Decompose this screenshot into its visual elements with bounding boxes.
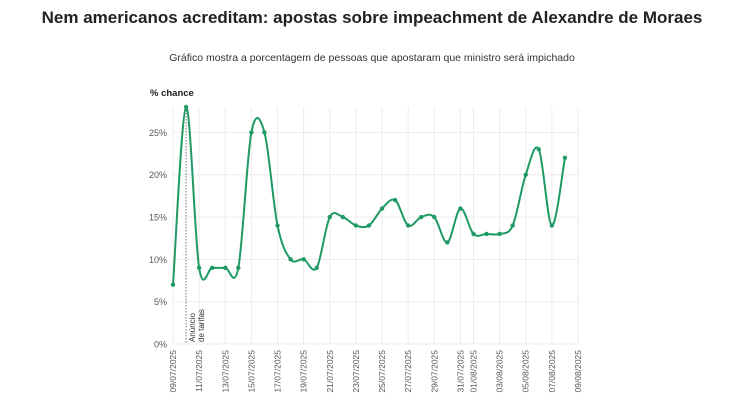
data-point: [262, 130, 267, 135]
x-tick-label: 07/08/2025: [547, 350, 557, 393]
data-point: [445, 240, 450, 245]
data-point: [432, 214, 437, 220]
data-point: [379, 206, 385, 211]
data-point: [419, 214, 424, 220]
data-point: [183, 104, 189, 110]
chart-subtitle: Gráfico mostra a porcentagem de pessoas …: [169, 52, 575, 64]
x-tick-label: 09/07/2025: [168, 350, 178, 393]
y-axis-label: % chance: [150, 88, 194, 99]
data-point: [471, 231, 476, 237]
data-point: [327, 214, 332, 220]
y-tick-label: 5%: [154, 297, 167, 307]
x-tick-label: 11/07/2025: [194, 350, 204, 392]
data-point: [510, 223, 515, 228]
y-tick-label: 10%: [149, 255, 167, 265]
data-point: [392, 197, 398, 203]
y-tick-label: 25%: [149, 128, 167, 138]
annotation-label: Anúncio: [188, 313, 197, 342]
x-tick-label: 31/07/2025: [455, 350, 465, 393]
x-tick-label: 03/08/2025: [495, 350, 505, 393]
data-point: [366, 223, 372, 228]
data-point: [223, 265, 228, 271]
data-point: [497, 231, 502, 237]
data-point: [314, 265, 319, 271]
data-point: [209, 265, 215, 271]
x-tick-label: 23/07/2025: [351, 350, 361, 393]
x-tick-label: 21/07/2025: [325, 350, 335, 393]
y-tick-label: 15%: [149, 213, 167, 223]
x-tick-label: 27/07/2025: [403, 350, 413, 393]
data-point: [523, 172, 528, 177]
data-point: [170, 282, 176, 287]
x-tick-label: 17/07/2025: [273, 350, 283, 393]
x-tick-label: 13/07/2025: [220, 350, 230, 393]
chart-title: Nem americanos acreditam: apostas sobre …: [41, 8, 703, 27]
data-point: [353, 223, 359, 228]
y-tick-label: 20%: [149, 170, 167, 180]
y-tick-label: 0%: [154, 340, 167, 350]
data-point: [484, 231, 489, 237]
data-point: [549, 223, 555, 228]
data-point: [196, 265, 202, 271]
data-point: [249, 130, 254, 135]
data-point: [288, 257, 293, 262]
series-line: [172, 105, 566, 285]
data-point: [458, 206, 463, 211]
data-point: [340, 214, 346, 220]
x-tick-label: 29/07/2025: [429, 350, 439, 393]
data-point: [301, 257, 306, 262]
x-tick-label: 05/08/2025: [521, 350, 531, 393]
data-point: [236, 265, 241, 271]
data-point: [275, 223, 280, 228]
annotation-label: de tarifas: [197, 309, 206, 342]
data-point: [536, 147, 542, 152]
x-tick-label: 01/08/2025: [468, 350, 478, 393]
data-point: [405, 223, 411, 228]
x-tick-label: 25/07/2025: [377, 350, 387, 393]
data-point: [562, 155, 568, 160]
x-tick-label: 15/07/2025: [246, 350, 256, 393]
x-tick-label: 09/08/2025: [573, 350, 583, 393]
x-tick-label: 19/07/2025: [299, 350, 309, 393]
